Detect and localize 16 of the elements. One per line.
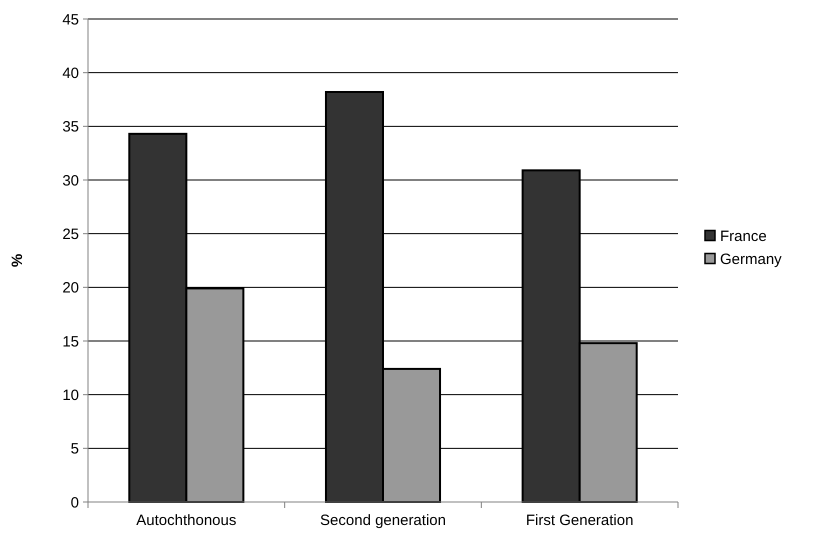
y-tick-label: 0: [70, 494, 79, 512]
y-tick-label: 10: [62, 386, 79, 404]
y-tick-label: 30: [62, 172, 79, 190]
y-tick-label: 25: [62, 226, 79, 243]
y-axis-title: %: [9, 254, 26, 268]
y-tick-label: 45: [62, 11, 79, 28]
y-tick-label: 5: [70, 440, 79, 458]
y-tick-label: 15: [62, 333, 79, 350]
y-tick-label: 20: [62, 280, 79, 297]
x-tick-label: First Generation: [526, 512, 634, 529]
y-tick-label: 35: [62, 118, 79, 136]
y-tick-label: 40: [62, 64, 79, 82]
x-tick-label: Autochthonous: [136, 512, 236, 529]
legend-label: Germany: [720, 250, 782, 268]
x-tick-label: Second generation: [320, 512, 446, 529]
legend-label: France: [720, 228, 767, 245]
